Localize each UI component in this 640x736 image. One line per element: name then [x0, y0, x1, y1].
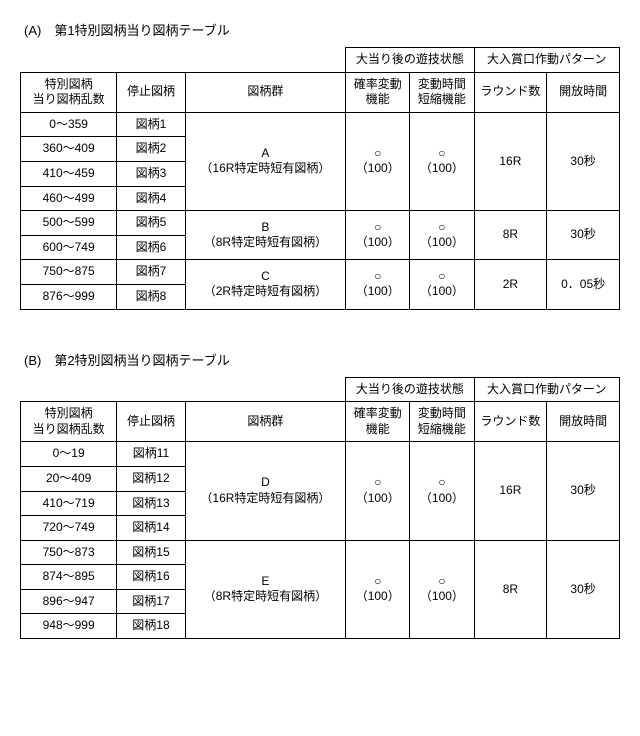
cell-symbol: 図柄12 [117, 466, 185, 491]
cell-range: 948～999 [21, 614, 117, 639]
cell-range: 20～409 [21, 466, 117, 491]
table-row: 特別図柄当り図柄乱数 停止図柄 図柄群 確率変動機能 変動時間短縮機能 ラウンド… [21, 72, 620, 112]
cell-symbol: 図柄11 [117, 442, 185, 467]
cell-tf: ○（100） [410, 112, 474, 210]
table-b-caption: (B) 第2特別図柄当り図柄テーブル [24, 350, 620, 369]
col-sym: 停止図柄 [117, 402, 185, 442]
col-sym: 停止図柄 [117, 72, 185, 112]
cell-tf: ○（100） [410, 260, 474, 309]
cell-grp: C（2R特定時短有図柄） [185, 260, 345, 309]
cell-ot: 0．05秒 [547, 260, 620, 309]
cell-range: 410～719 [21, 491, 117, 516]
cell-rd: 16R [474, 442, 547, 540]
table-b-section: (B) 第2特別図柄当り図柄テーブル 大当り後の遊技状態 大入賞口作動パターン … [20, 350, 620, 640]
col-ot: 開放時間 [547, 402, 620, 442]
cell-ot: 30秒 [547, 211, 620, 260]
big-header-state: 大当り後の遊技状態 [346, 48, 474, 73]
cell-grp: D（16R特定時短有図柄） [185, 442, 345, 540]
cell-tf: ○（100） [410, 540, 474, 638]
col-rn: 特別図柄当り図柄乱数 [21, 402, 117, 442]
table-row: 0～359図柄1A（16R特定時短有図柄）○（100）○（100）16R30秒 [21, 112, 620, 137]
col-rd: ラウンド数 [474, 402, 547, 442]
cell-symbol: 図柄16 [117, 565, 185, 590]
cell-range: 600～749 [21, 235, 117, 260]
table-row: 500～599図柄5B（8R特定時短有図柄）○（100）○（100）8R30秒 [21, 211, 620, 236]
cell-symbol: 図柄2 [117, 137, 185, 162]
cell-symbol: 図柄5 [117, 211, 185, 236]
table-row: 大当り後の遊技状態 大入賞口作動パターン [21, 377, 620, 402]
big-header-pattern: 大入賞口作動パターン [474, 377, 620, 402]
table-row: 大当り後の遊技状態 大入賞口作動パターン [21, 48, 620, 73]
cell-range: 874～895 [21, 565, 117, 590]
col-tf: 変動時間短縮機能 [410, 72, 474, 112]
cell-range: 896～947 [21, 589, 117, 614]
cell-rd: 16R [474, 112, 547, 210]
cell-pf: ○（100） [346, 442, 410, 540]
cell-ot: 30秒 [547, 442, 620, 540]
cell-rd: 8R [474, 211, 547, 260]
cell-range: 0～359 [21, 112, 117, 137]
cell-range: 0～19 [21, 442, 117, 467]
cell-pf: ○（100） [346, 211, 410, 260]
cell-pf: ○（100） [346, 540, 410, 638]
cell-symbol: 図柄7 [117, 260, 185, 285]
cell-grp: A（16R特定時短有図柄） [185, 112, 345, 210]
cell-symbol: 図柄4 [117, 186, 185, 211]
cell-symbol: 図柄15 [117, 540, 185, 565]
col-tf: 変動時間短縮機能 [410, 402, 474, 442]
cell-range: 410～459 [21, 161, 117, 186]
col-ot: 開放時間 [547, 72, 620, 112]
cell-ot: 30秒 [547, 540, 620, 638]
table-a: 大当り後の遊技状態 大入賞口作動パターン 特別図柄当り図柄乱数 停止図柄 図柄群… [20, 47, 620, 310]
table-row: 特別図柄当り図柄乱数 停止図柄 図柄群 確率変動機能 変動時間短縮機能 ラウンド… [21, 402, 620, 442]
cell-symbol: 図柄3 [117, 161, 185, 186]
cell-symbol: 図柄1 [117, 112, 185, 137]
col-rd: ラウンド数 [474, 72, 547, 112]
cell-ot: 30秒 [547, 112, 620, 210]
cell-symbol: 図柄14 [117, 516, 185, 541]
cell-pf: ○（100） [346, 112, 410, 210]
cell-pf: ○（100） [346, 260, 410, 309]
cell-range: 500～599 [21, 211, 117, 236]
table-a-caption: (A) 第1特別図柄当り図柄テーブル [24, 20, 620, 39]
cell-range: 360～409 [21, 137, 117, 162]
col-pf: 確率変動機能 [346, 72, 410, 112]
cell-tf: ○（100） [410, 211, 474, 260]
cell-symbol: 図柄17 [117, 589, 185, 614]
big-header-pattern: 大入賞口作動パターン [474, 48, 620, 73]
big-header-state: 大当り後の遊技状態 [346, 377, 474, 402]
cell-rd: 2R [474, 260, 547, 309]
cell-symbol: 図柄18 [117, 614, 185, 639]
table-a-section: (A) 第1特別図柄当り図柄テーブル 大当り後の遊技状態 大入賞口作動パターン … [20, 20, 620, 310]
cell-grp: E（8R特定時短有図柄） [185, 540, 345, 638]
cell-rd: 8R [474, 540, 547, 638]
cell-range: 750～873 [21, 540, 117, 565]
cell-symbol: 図柄8 [117, 284, 185, 309]
cell-range: 750～875 [21, 260, 117, 285]
cell-range: 720～749 [21, 516, 117, 541]
cell-tf: ○（100） [410, 442, 474, 540]
table-row: 0～19図柄11D（16R特定時短有図柄）○（100）○（100）16R30秒 [21, 442, 620, 467]
col-grp: 図柄群 [185, 402, 345, 442]
col-grp: 図柄群 [185, 72, 345, 112]
cell-symbol: 図柄13 [117, 491, 185, 516]
cell-range: 460～499 [21, 186, 117, 211]
col-rn: 特別図柄当り図柄乱数 [21, 72, 117, 112]
table-row: 750～875図柄7C（2R特定時短有図柄）○（100）○（100）2R0．05… [21, 260, 620, 285]
cell-range: 876～999 [21, 284, 117, 309]
cell-grp: B（8R特定時短有図柄） [185, 211, 345, 260]
table-row: 750～873図柄15E（8R特定時短有図柄）○（100）○（100）8R30秒 [21, 540, 620, 565]
cell-symbol: 図柄6 [117, 235, 185, 260]
table-b: 大当り後の遊技状態 大入賞口作動パターン 特別図柄当り図柄乱数 停止図柄 図柄群… [20, 377, 620, 640]
col-pf: 確率変動機能 [346, 402, 410, 442]
